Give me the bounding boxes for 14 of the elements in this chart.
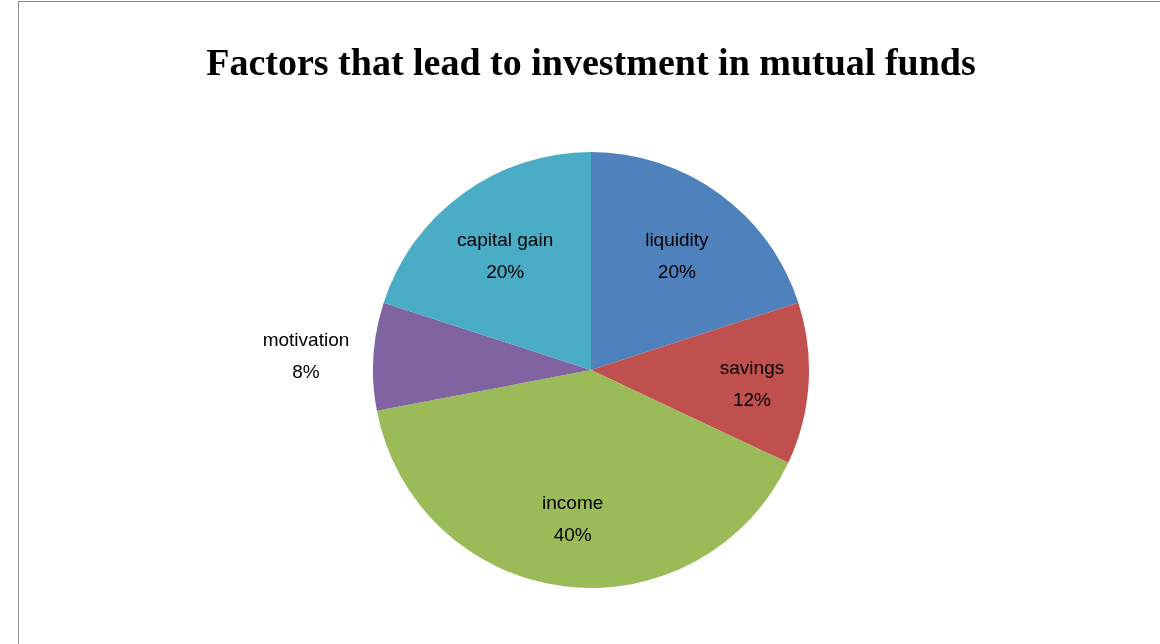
data-label: 20% xyxy=(486,260,525,282)
data-label: 8% xyxy=(292,361,320,383)
slice-label: motivation xyxy=(262,329,350,351)
pie-slice xyxy=(591,302,809,463)
data-label: 20% xyxy=(657,260,696,282)
data-label: 12% xyxy=(732,389,772,411)
data-label: 40% xyxy=(553,523,592,545)
pie-slice xyxy=(373,302,591,411)
chart-title: Factors that lead to investment in mutual funds xyxy=(206,41,976,83)
slice-label: income xyxy=(542,491,604,513)
pie-slice xyxy=(383,152,591,370)
slice-label: liquidity xyxy=(645,228,710,250)
slice-label: savings xyxy=(719,357,785,379)
slice-label: capital gain xyxy=(457,228,554,250)
